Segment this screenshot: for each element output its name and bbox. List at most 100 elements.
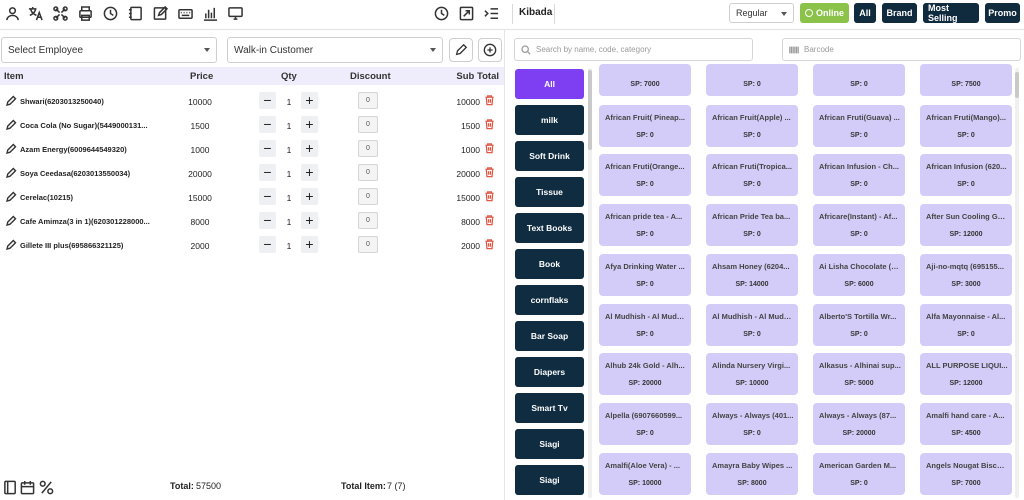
notebook-icon[interactable] bbox=[127, 5, 143, 21]
product-card[interactable]: SP: 0 bbox=[813, 64, 905, 96]
trash-icon[interactable] bbox=[484, 166, 496, 179]
item-qty[interactable]: 1 bbox=[286, 169, 292, 179]
qty-decrease-button[interactable]: − bbox=[259, 164, 276, 181]
discount-icon[interactable] bbox=[38, 479, 54, 495]
category-button[interactable]: Tissue bbox=[515, 177, 584, 207]
qty-increase-button[interactable]: + bbox=[301, 164, 318, 181]
category-button[interactable]: Bar Soap bbox=[515, 321, 584, 351]
discount-input[interactable]: 0 bbox=[358, 236, 378, 253]
qty-increase-button[interactable]: + bbox=[301, 188, 318, 205]
product-search-input[interactable]: Search by name, code, category bbox=[514, 38, 753, 61]
product-card[interactable]: Al Mudhish - Al Mudh... SP: 0 bbox=[706, 303, 798, 346]
category-scroll-thumb[interactable] bbox=[588, 70, 592, 150]
category-button[interactable]: Diapers bbox=[515, 357, 584, 387]
qty-decrease-button[interactable]: − bbox=[259, 92, 276, 109]
category-button[interactable]: Soft Drink bbox=[515, 141, 584, 171]
trash-icon[interactable] bbox=[484, 94, 496, 107]
calendar-icon[interactable] bbox=[19, 479, 35, 495]
category-button[interactable]: Siagi bbox=[515, 429, 584, 459]
product-card[interactable]: African pride tea - A... SP: 0 bbox=[599, 204, 691, 247]
product-card[interactable]: Ai Lisha Chocolate (6... SP: 6000 bbox=[813, 253, 905, 296]
add-customer-button[interactable] bbox=[478, 38, 502, 62]
product-card[interactable]: SP: 0 bbox=[706, 64, 798, 96]
qty-decrease-button[interactable]: − bbox=[259, 236, 276, 253]
translate-icon[interactable] bbox=[27, 5, 43, 21]
product-card[interactable]: Alkasus - Alhinai sup... SP: 5000 bbox=[813, 353, 905, 396]
category-scrollbar[interactable] bbox=[588, 68, 592, 498]
list-indent-icon[interactable] bbox=[483, 5, 499, 21]
trash-icon[interactable] bbox=[484, 190, 496, 203]
product-card[interactable]: ALL PURPOSE LIQUI... SP: 12000 bbox=[920, 353, 1012, 396]
item-qty[interactable]: 1 bbox=[286, 241, 292, 251]
price-mode-select[interactable]: Regular bbox=[729, 3, 794, 23]
category-button[interactable]: Siagi bbox=[515, 465, 584, 495]
filter-all-button[interactable]: All bbox=[854, 3, 876, 23]
qty-decrease-button[interactable]: − bbox=[259, 140, 276, 157]
product-card[interactable]: Always - Always (87... SP: 20000 bbox=[813, 402, 905, 445]
product-card[interactable]: American Garden M... SP: 0 bbox=[813, 452, 905, 495]
product-card[interactable]: African Fruti(Mango)... SP: 0 bbox=[920, 104, 1012, 147]
discount-input[interactable]: 0 bbox=[358, 116, 378, 133]
product-card[interactable]: SP: 7500 bbox=[920, 64, 1012, 96]
filter-promo-button[interactable]: Promo bbox=[985, 3, 1020, 23]
product-card[interactable]: Amalfi hand care - A... SP: 4500 bbox=[920, 402, 1012, 445]
category-button[interactable]: Book bbox=[515, 249, 584, 279]
category-button[interactable]: Smart Tv bbox=[515, 393, 584, 423]
product-card[interactable]: African Pride Tea ba... SP: 0 bbox=[706, 204, 798, 247]
trash-icon[interactable] bbox=[484, 238, 496, 251]
pencil-icon[interactable] bbox=[5, 239, 17, 251]
product-card[interactable]: Africare(Instant) - Af... SP: 0 bbox=[813, 204, 905, 247]
history-icon[interactable] bbox=[102, 5, 118, 21]
item-qty[interactable]: 1 bbox=[286, 97, 292, 107]
product-card[interactable]: Ahsam Honey (6204... SP: 14000 bbox=[706, 253, 798, 296]
product-card[interactable]: Aji-no-mqtq (695155... SP: 3000 bbox=[920, 253, 1012, 296]
user-icon[interactable] bbox=[4, 5, 20, 21]
keyboard-icon[interactable] bbox=[177, 5, 193, 21]
qty-increase-button[interactable]: + bbox=[301, 92, 318, 109]
pencil-icon[interactable] bbox=[5, 143, 17, 155]
product-card[interactable]: Angels Nougat Biscui... SP: 7000 bbox=[920, 452, 1012, 495]
product-card[interactable]: Al Mudhish - Al Mudh... SP: 0 bbox=[599, 303, 691, 346]
filter-most-selling-button[interactable]: Most Selling bbox=[923, 3, 979, 23]
item-qty[interactable]: 1 bbox=[286, 121, 292, 131]
product-card[interactable]: After Sun Cooling Ge... SP: 12000 bbox=[920, 204, 1012, 247]
product-card[interactable]: Amayra Baby Wipes ... SP: 8000 bbox=[706, 452, 798, 495]
printer-icon[interactable] bbox=[77, 5, 93, 21]
category-button[interactable]: cornflaks bbox=[515, 285, 584, 315]
category-button[interactable]: milk bbox=[515, 105, 584, 135]
product-card[interactable]: African Infusion - Ch... SP: 0 bbox=[813, 154, 905, 197]
product-card[interactable]: African Fruit(Apple) ... SP: 0 bbox=[706, 104, 798, 147]
product-card[interactable]: Alpella (6907660599... SP: 0 bbox=[599, 402, 691, 445]
employee-select[interactable]: Select Employee bbox=[1, 37, 217, 63]
item-qty[interactable]: 1 bbox=[286, 145, 292, 155]
product-card[interactable]: African Infusion (620... SP: 0 bbox=[920, 154, 1012, 197]
chart-icon[interactable] bbox=[202, 5, 218, 21]
pencil-icon[interactable] bbox=[5, 191, 17, 203]
puzzle-icon[interactable] bbox=[52, 5, 68, 21]
trash-icon[interactable] bbox=[484, 214, 496, 227]
product-card[interactable]: Always - Always (401... SP: 0 bbox=[706, 402, 798, 445]
barcode-input[interactable]: Barcode bbox=[782, 38, 1021, 61]
pencil-icon[interactable] bbox=[5, 215, 17, 227]
item-qty[interactable]: 1 bbox=[286, 217, 292, 227]
product-card[interactable]: Amalfi(Aloe Vera) - ... SP: 10000 bbox=[599, 452, 691, 495]
discount-input[interactable]: 0 bbox=[358, 140, 378, 157]
online-button[interactable]: Online bbox=[800, 3, 849, 23]
product-card[interactable]: Alfa Mayonnaise - Al... SP: 0 bbox=[920, 303, 1012, 346]
category-button[interactable]: All bbox=[515, 69, 584, 99]
qty-increase-button[interactable]: + bbox=[301, 140, 318, 157]
expand-icon[interactable] bbox=[458, 5, 474, 21]
qty-decrease-button[interactable]: − bbox=[259, 116, 276, 133]
trash-icon[interactable] bbox=[484, 142, 496, 155]
qty-decrease-button[interactable]: − bbox=[259, 188, 276, 205]
product-scrollbar[interactable] bbox=[1015, 68, 1019, 498]
product-card[interactable]: Afya Drinking Water ... SP: 0 bbox=[599, 253, 691, 296]
discount-input[interactable]: 0 bbox=[358, 164, 378, 181]
pencil-icon[interactable] bbox=[5, 167, 17, 179]
edit-customer-button[interactable] bbox=[449, 38, 473, 62]
customer-select[interactable]: Walk-in Customer bbox=[227, 37, 443, 63]
product-card[interactable]: Alhub 24k Gold - Alh... SP: 20000 bbox=[599, 353, 691, 396]
product-card[interactable]: Alberto'S Tortilla Wr... SP: 0 bbox=[813, 303, 905, 346]
product-card[interactable]: Alinda Nursery Virgi... SP: 10000 bbox=[706, 353, 798, 396]
discount-input[interactable]: 0 bbox=[358, 188, 378, 205]
